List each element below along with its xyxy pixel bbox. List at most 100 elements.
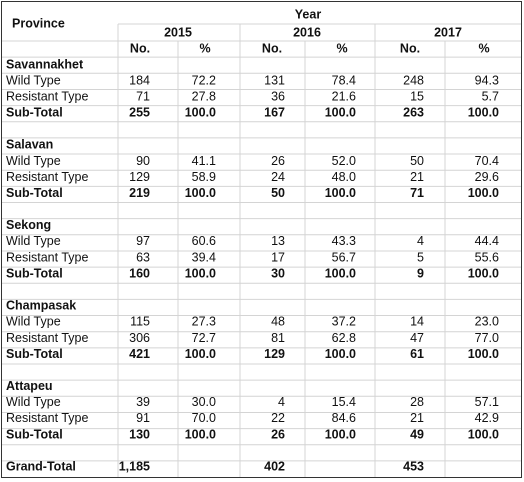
cell: 77.0 bbox=[475, 331, 499, 345]
column-header: % bbox=[478, 41, 489, 55]
cell: 100.0 bbox=[185, 267, 216, 281]
cell: 24 bbox=[271, 170, 285, 184]
cell: 219 bbox=[129, 186, 150, 200]
row-label: Sub-Total bbox=[6, 106, 63, 120]
cell: 48.0 bbox=[332, 170, 356, 184]
row-label: Resistant Type bbox=[6, 250, 89, 264]
cell: 52.0 bbox=[332, 154, 356, 168]
row-label: Wild Type bbox=[6, 315, 61, 329]
cell: 26 bbox=[271, 427, 285, 441]
year-label: 2017 bbox=[434, 25, 462, 39]
cell: 167 bbox=[264, 106, 285, 120]
cell: 41.1 bbox=[192, 154, 216, 168]
cell: 15 bbox=[410, 90, 424, 104]
cell: 15.4 bbox=[332, 395, 356, 409]
cell: 63 bbox=[136, 250, 150, 264]
column-header: No. bbox=[400, 41, 420, 55]
cell: 70.4 bbox=[475, 154, 499, 168]
cell: 13 bbox=[271, 234, 285, 248]
cell: 22 bbox=[271, 411, 285, 425]
cell: 131 bbox=[264, 73, 285, 87]
cell: 55.6 bbox=[475, 250, 499, 264]
cell: 4 bbox=[417, 234, 424, 248]
cell: 129 bbox=[129, 170, 150, 184]
cell: 72.7 bbox=[192, 331, 216, 345]
grid bbox=[2, 23, 522, 477]
cell: 184 bbox=[129, 73, 150, 87]
column-header: No. bbox=[262, 41, 282, 55]
cell: 100.0 bbox=[468, 347, 499, 361]
cell: 58.9 bbox=[192, 170, 216, 184]
cell: 115 bbox=[130, 315, 150, 329]
cell: 36 bbox=[271, 90, 285, 104]
cell: 14 bbox=[410, 315, 424, 329]
cell: 62.8 bbox=[332, 331, 356, 345]
cell: 78.4 bbox=[332, 73, 356, 87]
cell: 306 bbox=[129, 331, 150, 345]
cell: 248 bbox=[403, 73, 424, 87]
cell: 100.0 bbox=[185, 427, 216, 441]
cell: 94.3 bbox=[475, 73, 499, 87]
cell: 72.2 bbox=[192, 73, 216, 87]
cell: 5 bbox=[417, 250, 424, 264]
cell: 27.3 bbox=[192, 315, 216, 329]
row-label: Resistant Type bbox=[6, 411, 89, 425]
cell: 70.0 bbox=[192, 411, 216, 425]
cell: 421 bbox=[129, 347, 150, 361]
province-name: Attapeu bbox=[6, 379, 53, 393]
row-label: Sub-Total bbox=[6, 267, 63, 281]
row-label: Sub-Total bbox=[6, 186, 63, 200]
cell: 27.8 bbox=[192, 90, 216, 104]
year-label: 2016 bbox=[293, 25, 321, 39]
cell: 42.9 bbox=[475, 411, 499, 425]
cell: 48 bbox=[271, 315, 285, 329]
cell: 61 bbox=[410, 347, 424, 361]
column-header: % bbox=[336, 41, 347, 55]
cell: 57.1 bbox=[475, 395, 499, 409]
cell: 263 bbox=[403, 106, 424, 120]
cell: 255 bbox=[129, 106, 150, 120]
year-header: Year bbox=[295, 7, 322, 21]
column-header: % bbox=[199, 41, 210, 55]
cell: 37.2 bbox=[332, 315, 356, 329]
cell: 100.0 bbox=[468, 267, 499, 281]
cell: 100.0 bbox=[185, 106, 216, 120]
cell: 100.0 bbox=[468, 106, 499, 120]
cell: 50 bbox=[271, 186, 285, 200]
cell: 60.6 bbox=[192, 234, 216, 248]
cell: 56.7 bbox=[332, 250, 356, 264]
cell: 100.0 bbox=[325, 267, 356, 281]
cell: 97 bbox=[136, 234, 150, 248]
grand-total-cell: 402 bbox=[264, 459, 285, 473]
cell: 26 bbox=[271, 154, 285, 168]
cell: 44.4 bbox=[475, 234, 499, 248]
cell: 160 bbox=[129, 267, 150, 281]
cell: 100.0 bbox=[325, 347, 356, 361]
row-label: Sub-Total bbox=[6, 347, 63, 361]
cell: 29.6 bbox=[475, 170, 499, 184]
cell: 4 bbox=[278, 395, 285, 409]
cell: 81 bbox=[271, 331, 285, 345]
cell: 50 bbox=[410, 154, 424, 168]
cell: 100.0 bbox=[185, 186, 216, 200]
province-name: Champasak bbox=[6, 298, 76, 312]
cell: 100.0 bbox=[185, 347, 216, 361]
cell: 100.0 bbox=[325, 106, 356, 120]
grand-total-label: Grand-Total bbox=[6, 459, 76, 473]
row-label: Wild Type bbox=[6, 73, 61, 87]
cell: 130 bbox=[129, 427, 150, 441]
cell: 49 bbox=[410, 427, 424, 441]
cell: 9 bbox=[417, 267, 424, 281]
row-label: Wild Type bbox=[6, 234, 61, 248]
row-label: Resistant Type bbox=[6, 331, 89, 345]
cell: 129 bbox=[264, 347, 285, 361]
cell: 71 bbox=[136, 90, 150, 104]
row-label: Resistant Type bbox=[6, 170, 89, 184]
cell: 91 bbox=[136, 411, 150, 425]
cell: 43.3 bbox=[332, 234, 356, 248]
cell: 100.0 bbox=[468, 427, 499, 441]
row-label: Wild Type bbox=[6, 395, 61, 409]
cell: 17 bbox=[271, 250, 285, 264]
cell: 84.6 bbox=[332, 411, 356, 425]
